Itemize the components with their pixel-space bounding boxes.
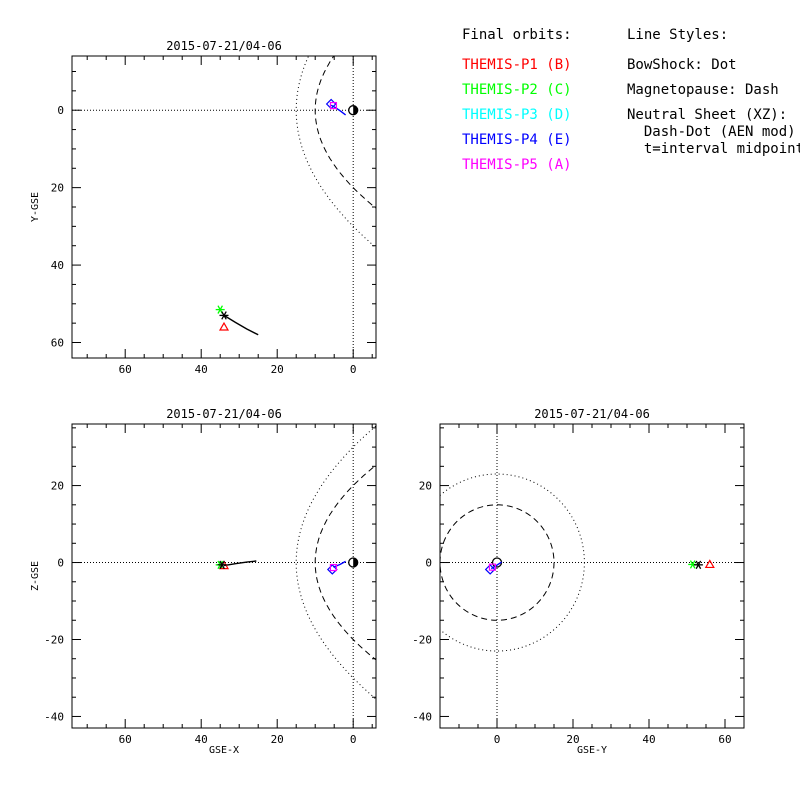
legend-probe-p2: THEMIS-P2 (C) xyxy=(462,82,572,98)
line-style-magnetopause: Magnetopause: Dash xyxy=(627,82,779,98)
plot-frame xyxy=(71,55,377,359)
plot-panel-2: 2015-07-21/04-06 60 40 20 0 20 0 -20 -40 GSE-X Z-G… xyxy=(30,407,377,756)
line-style-neutral-sheet-time: t=interval midpoint xyxy=(627,141,800,157)
y-tick-label: 0 xyxy=(57,104,64,117)
orbit-track-1 xyxy=(223,314,259,336)
earth-dayside-icon xyxy=(353,558,358,568)
y-tick-label: 0 xyxy=(57,557,64,570)
x-tick-label: 20 xyxy=(566,733,579,746)
magnetopause-curve xyxy=(314,464,376,661)
legend-probe-p5: THEMIS-P5 (A) xyxy=(462,157,572,173)
plot-frame xyxy=(71,423,377,729)
orbit-track-2 xyxy=(330,104,347,116)
line-style-bowshock: BowShock: Dot xyxy=(627,57,737,73)
plot-title: 2015-07-21/04-06 xyxy=(166,39,282,53)
y-tick-label: 60 xyxy=(51,337,64,350)
y-axis-label: Y-GSE xyxy=(30,192,41,222)
orbit-track-2 xyxy=(333,560,346,568)
plot-panel-3: 2015-07-21/04-06 0 20 40 60 20 0 -20 -40 GSE-Y xyxy=(412,407,745,756)
x-tick-label: 0 xyxy=(350,733,357,746)
y-tick-label: -40 xyxy=(412,710,432,723)
themis-p4-e-diamond-marker xyxy=(484,564,496,575)
line-style-neutral-sheet: Neutral Sheet (XZ): xyxy=(627,107,788,123)
final-orbits-title: Final orbits: xyxy=(462,27,572,43)
y-tick-label: 20 xyxy=(419,480,432,493)
x-tick-label: 40 xyxy=(195,733,208,746)
x-tick-label: 40 xyxy=(195,363,208,376)
y-tick-label: -20 xyxy=(412,633,432,646)
plot-panel-1: 2015-07-21/04-06 60 40 20 0 0 20 40 60 Y-GSE xyxy=(30,39,377,376)
plot-title: 2015-07-21/04-06 xyxy=(534,407,650,421)
themis-p5-a-square-marker xyxy=(488,563,497,571)
line-style-neutral-sheet-model: Dash-Dot (AEN mod) xyxy=(627,124,796,140)
y-tick-label: -40 xyxy=(44,710,64,723)
line-styles-title: Line Styles: xyxy=(627,27,729,43)
bowshock-curve xyxy=(295,425,376,700)
themis-p1-b-triangle-marker xyxy=(704,559,715,569)
magnetopause-curve xyxy=(440,504,555,621)
x-axis-label: GSE-Y xyxy=(577,745,607,756)
y-tick-label: 20 xyxy=(51,480,64,493)
themis-p5-a-asterisk-marker xyxy=(693,560,703,570)
y-tick-label: 40 xyxy=(51,259,64,272)
bowshock-curve xyxy=(440,473,585,652)
y-tick-label: -20 xyxy=(44,633,64,646)
plot-area xyxy=(72,424,376,728)
x-axis-label: GSE-X xyxy=(209,745,239,756)
legend-probe-p3: THEMIS-P3 (D) xyxy=(462,107,572,123)
themis-p5-a-asterisk-marker xyxy=(217,560,227,570)
themis-p4-e-diamond-marker xyxy=(326,564,338,575)
themis-p1-b-triangle-marker xyxy=(218,321,230,331)
themis-p2-c-asterisk-marker xyxy=(215,305,225,314)
x-tick-label: 60 xyxy=(119,363,132,376)
x-tick-label: 20 xyxy=(271,733,284,746)
themis-p5-a-asterisk-marker xyxy=(219,311,229,320)
y-axis-label: Z-GSE xyxy=(30,561,41,591)
y-tick-label: 0 xyxy=(425,557,432,570)
magnetopause-curve xyxy=(314,56,376,209)
themis-p5-a-square-marker xyxy=(329,101,338,110)
x-tick-label: 60 xyxy=(119,733,132,746)
x-tick-label: 40 xyxy=(642,733,655,746)
x-tick-label: 0 xyxy=(494,733,501,746)
plot-area xyxy=(72,56,376,358)
themis-p5-a-square-marker xyxy=(329,563,338,572)
x-tick-label: 0 xyxy=(350,363,357,376)
plot-title: 2015-07-21/04-06 xyxy=(166,407,282,421)
orbit-track-1 xyxy=(223,560,257,567)
y-tick-label: 20 xyxy=(51,182,64,195)
plot-frame xyxy=(439,423,745,729)
legend-probe-p4: THEMIS-P4 (E) xyxy=(462,132,572,148)
legend-probe-p1: THEMIS-P1 (B) xyxy=(462,57,572,73)
x-tick-label: 20 xyxy=(271,363,284,376)
plot-area xyxy=(440,424,744,728)
earth-dayside-icon xyxy=(353,105,358,115)
x-tick-label: 60 xyxy=(718,733,731,746)
